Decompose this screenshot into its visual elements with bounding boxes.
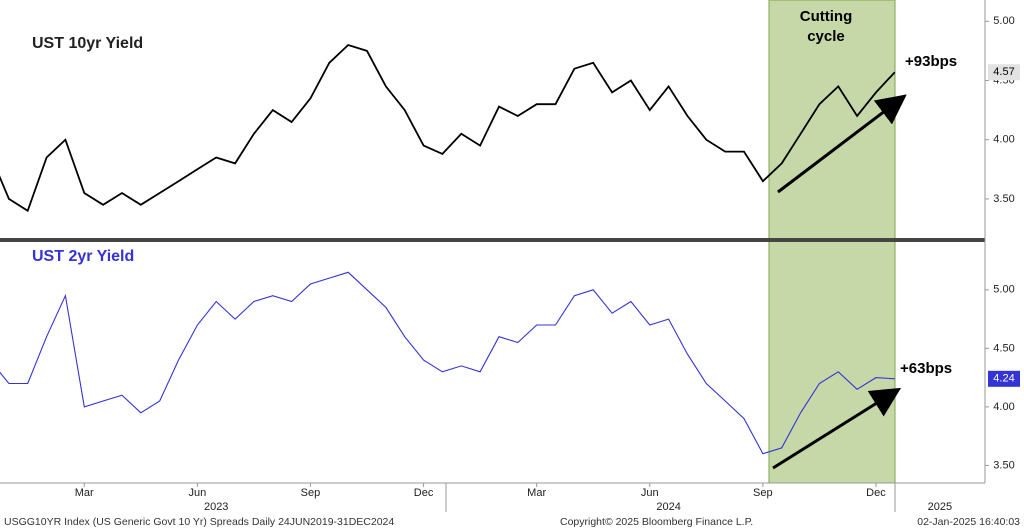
x-tick-label: Mar	[75, 487, 94, 499]
x-year-label: 2025	[928, 501, 952, 513]
series-line	[0, 271, 895, 455]
x-tick-label: Jun	[188, 487, 206, 499]
annotation: +93bps	[905, 53, 957, 70]
footer-copyright: Copyright© 2025 Bloomberg Finance L.P.	[560, 516, 753, 528]
footer-source: USGG10YR Index (US Generic Govt 10 Yr) S…	[4, 516, 394, 528]
last-value-box	[988, 370, 1020, 387]
y-tick-label: 5.00	[993, 15, 1014, 27]
last-value-box	[988, 64, 1020, 81]
y-tick-label: 3.50	[993, 459, 1014, 471]
arrow	[777, 94, 907, 194]
x-tick-label: Dec	[866, 487, 886, 499]
panel-title: UST 10yr Yield	[32, 35, 143, 52]
y-tick-label: 4.00	[993, 134, 1014, 146]
last-value-label: 4.24	[993, 373, 1014, 385]
x-tick-label: Dec	[414, 487, 434, 499]
x-tick-label: Jun	[641, 487, 659, 499]
x-year-label: 2023	[204, 501, 228, 513]
plots	[0, 43, 896, 455]
arrow	[772, 387, 902, 470]
series-line	[0, 43, 896, 213]
shade-label: cycle	[807, 28, 845, 45]
x-tick-label: Sep	[301, 487, 321, 499]
annotation: +63bps	[900, 360, 952, 377]
shade-label: Cutting	[800, 8, 852, 25]
x-tick-label: Sep	[753, 487, 773, 499]
x-tick-label: Mar	[527, 487, 546, 499]
footer-timestamp: 02-Jan-2025 16:40:03	[917, 516, 1020, 528]
y-tick-label: 3.50	[993, 193, 1014, 205]
y-tick-label: 4.00	[993, 401, 1014, 413]
panel-title: UST 2yr Yield	[32, 248, 134, 265]
x-year-label: 2024	[656, 501, 680, 513]
y-tick-label: 4.50	[993, 342, 1014, 354]
last-value-label: 4.57	[993, 66, 1014, 78]
y-tick-label: 5.00	[993, 284, 1014, 296]
